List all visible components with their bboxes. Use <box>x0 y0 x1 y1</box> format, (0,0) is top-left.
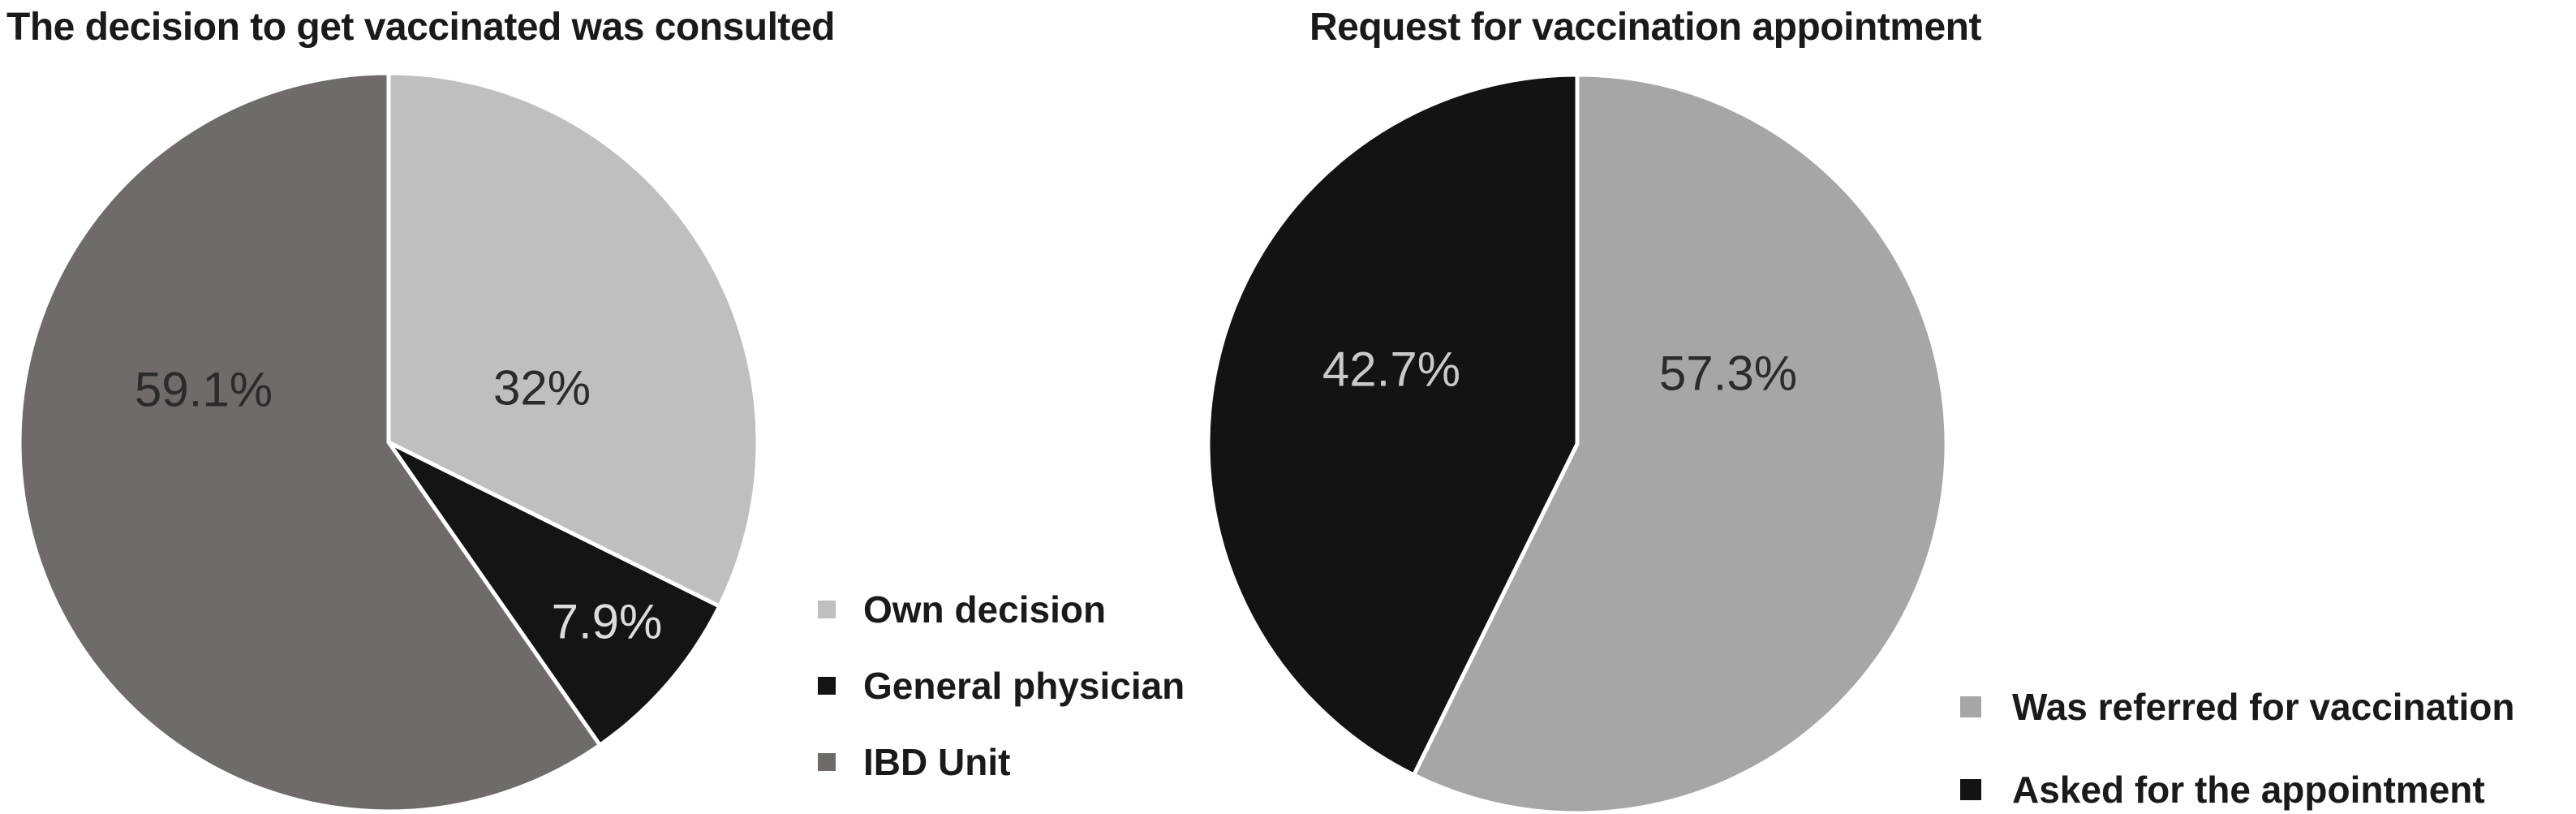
slice-label-was-referred-for-vaccination: 57.3% <box>1659 347 1797 401</box>
legend-label-general-physician: General physician <box>863 665 1185 707</box>
legend-label-ibd-unit: IBD Unit <box>863 741 1011 783</box>
pie-slice-general-physician <box>386 440 722 747</box>
legend-item-general-physician: General physician <box>818 662 1185 709</box>
legend-label-asked-for-the-appointment: Asked for the appointment <box>2012 769 2485 811</box>
legend-item-was-referred-for-vaccination: Was referred for vaccination <box>1960 683 2515 731</box>
pie-slice-own-decision <box>386 71 760 609</box>
legend-swatch-ibd-unit <box>818 753 836 771</box>
legend-item-asked-for-the-appointment: Asked for the appointment <box>1960 765 2515 814</box>
legend-item-ibd-unit: IBD Unit <box>818 739 1185 786</box>
legend-decision-consulted: Own decision General physician IBD Unit <box>818 586 1185 786</box>
legend-swatch-own-decision <box>818 601 836 618</box>
legend-swatch-general-physician <box>818 677 836 695</box>
chart-title-request-appointment: Request for vaccination appointment <box>1310 6 1981 49</box>
slice-label-general-physician: 7.9% <box>552 595 663 649</box>
legend-swatch-asked-for-the-appointment <box>1960 779 1981 800</box>
pie-slice-was-referred-for-vaccination <box>1412 73 1949 814</box>
chart-title-decision-consulted: The decision to get vaccinated was consu… <box>6 6 835 49</box>
slice-label-ibd-unit: 59.1% <box>135 363 273 417</box>
slice-label-own-decision: 32% <box>493 361 591 416</box>
pie-chart-request-appointment: 57.3% 42.7% <box>1206 73 1949 814</box>
legend-label-own-decision: Own decision <box>863 588 1107 631</box>
legend-label-was-referred-for-vaccination: Was referred for vaccination <box>2012 686 2515 728</box>
legend-item-own-decision: Own decision <box>818 586 1185 633</box>
legend-swatch-was-referred-for-vaccination <box>1960 696 1981 717</box>
legend-request-appointment: Was referred for vaccination Asked for th… <box>1960 683 2515 814</box>
pie-slice-ibd-unit <box>17 71 602 814</box>
slice-label-asked-for-the-appointment: 42.7% <box>1322 342 1460 397</box>
pie-chart-decision-consulted: 32% 7.9% 59.1% <box>17 71 760 814</box>
pie-slice-asked-for-the-appointment <box>1206 73 1580 777</box>
